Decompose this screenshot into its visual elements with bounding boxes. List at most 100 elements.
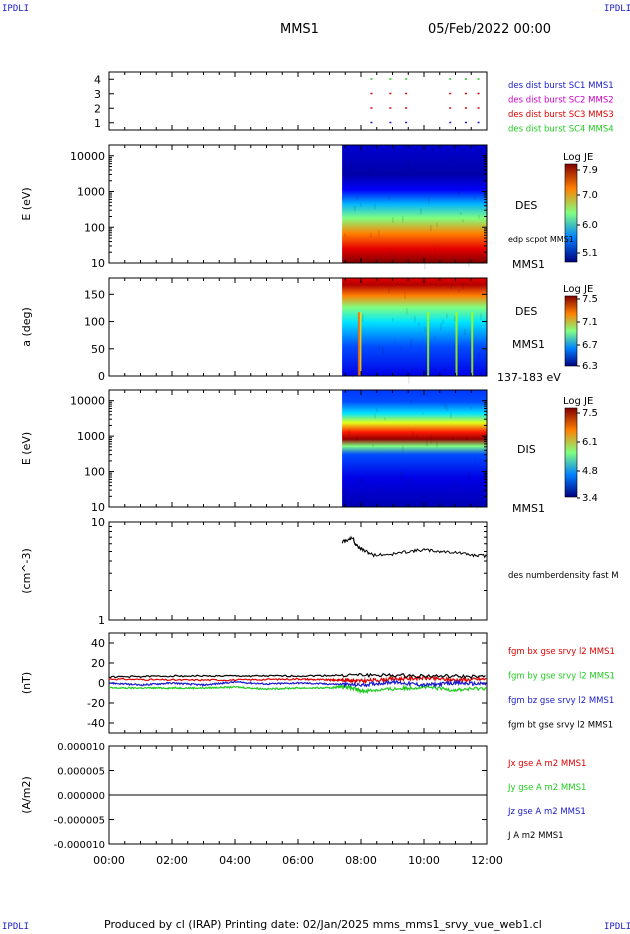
y-tick-label: 10 <box>91 516 105 529</box>
legend-entry: des dist burst SC4 MMS4 <box>508 125 614 135</box>
spectrogram-texture <box>402 445 404 452</box>
y-tick-label: 10 <box>91 501 105 514</box>
y-tick-label: 100 <box>84 221 105 234</box>
pitch-streak <box>455 312 458 376</box>
burst-marker <box>449 78 452 80</box>
spectrogram-texture <box>368 168 370 172</box>
x-tick-label: 12:00 <box>471 854 503 867</box>
spectrogram-texture <box>436 222 438 227</box>
y-axis-label: (nT) <box>20 672 33 694</box>
spectrogram-texture <box>400 471 402 480</box>
legend-entry: fgm by gse srvy l2 MMS1 <box>508 672 615 682</box>
spectrogram-texture <box>440 322 442 331</box>
y-tick-label: 2 <box>94 102 101 115</box>
colorbar-tick-label: 7.1 <box>582 317 598 328</box>
footer-credits: Produced by cl (IRAP) Printing date: 02/… <box>104 918 542 931</box>
spectrogram-texture <box>408 375 410 384</box>
colorbar-tick-label: 6.0 <box>582 220 598 231</box>
spectrogram-texture <box>434 246 436 250</box>
burst-marker <box>370 78 373 80</box>
panel-label-des: DES <box>515 305 537 318</box>
colorbar-tick-label: 7.9 <box>582 165 598 176</box>
burst-marker <box>477 107 480 109</box>
colorbar <box>564 407 578 498</box>
spectrogram-texture <box>442 320 444 325</box>
y-tick-label: 0.000010 <box>57 742 105 753</box>
spectrogram-texture <box>356 196 358 200</box>
spectrogram-texture <box>428 198 430 205</box>
y-tick-label: 1 <box>94 117 101 130</box>
spectrogram-texture <box>476 506 478 510</box>
spectrogram-texture <box>388 196 390 201</box>
spectrogram-texture <box>392 318 394 322</box>
panel-label-energy-range: 137-183 eV <box>497 371 561 384</box>
y-axis-label: (cm^-3) <box>20 548 33 594</box>
bfield-series-line <box>108 678 487 689</box>
burst-marker <box>389 121 392 124</box>
panel-label-mms1: MMS1 <box>512 338 545 351</box>
bfield-series-line <box>108 674 487 685</box>
spectrogram-texture <box>434 336 436 340</box>
spectrogram-texture <box>438 498 440 505</box>
spectrogram-des_energy <box>342 145 488 270</box>
spectrogram-texture <box>432 145 434 153</box>
spectrogram-texture <box>424 261 426 270</box>
spectrogram-texture <box>466 436 468 441</box>
spectrogram-texture <box>444 368 446 371</box>
spectrogram-texture <box>450 411 452 419</box>
pitch-streak <box>359 312 362 376</box>
colorbar-tick-label: 4.8 <box>582 466 598 477</box>
spectrogram-texture <box>478 499 480 506</box>
y-tick-label: 10000 <box>70 150 105 163</box>
spectrogram-texture <box>374 204 376 210</box>
spectrogram-texture <box>462 219 464 223</box>
spectrogram-texture <box>478 214 480 220</box>
burst-marker <box>464 78 467 80</box>
burst-marker <box>464 92 467 95</box>
spectrogram-texture <box>356 435 358 442</box>
spectrogram-texture <box>382 487 384 491</box>
spectrogram-texture <box>454 483 456 491</box>
spectrogram-texture <box>414 504 416 508</box>
spectrogram-texture <box>406 308 408 315</box>
x-tick-label: 08:00 <box>345 854 377 867</box>
spectrogram-texture <box>382 347 384 355</box>
legend-entry: des numberdensity fast M <box>508 571 619 581</box>
y-tick-label: -0.000010 <box>54 840 105 851</box>
spectrogram-texture <box>460 348 462 352</box>
y-tick-label: 150 <box>84 288 105 301</box>
y-tick-label: 100 <box>84 466 105 479</box>
y-tick-label: 1000 <box>77 186 105 199</box>
spectrogram-texture <box>480 313 482 321</box>
density-frame <box>108 521 488 621</box>
colorbar-tick-label: 6.1 <box>582 437 598 448</box>
y-tick-label: -40 <box>87 717 105 730</box>
corner-label-bottom-right: IPDLI <box>604 922 630 932</box>
colorbar-tick-label: 7.5 <box>582 408 598 419</box>
y-tick-label: 0 <box>98 677 105 690</box>
spacecraft-title: MMS1 <box>280 22 319 37</box>
spectrogram-texture <box>452 436 454 441</box>
spectrogram-texture <box>418 322 420 326</box>
spectrogram-texture <box>392 216 394 223</box>
corner-label-top-left: IPDLI <box>2 4 30 14</box>
burst-marker <box>405 78 408 80</box>
spectrogram-texture <box>374 413 376 419</box>
spectrogram-texture <box>400 346 402 350</box>
burst-marker <box>389 78 392 80</box>
y-axis-label: E (eV) <box>20 432 33 465</box>
spectrogram-texture <box>344 497 346 503</box>
burst-marker <box>389 92 392 95</box>
spectrogram-texture <box>404 292 406 300</box>
colorbar <box>564 163 578 263</box>
spectrogram-texture <box>430 435 432 443</box>
x-tick-label: 04:00 <box>219 854 251 867</box>
spectrogram-texture <box>436 440 438 448</box>
colorbar-tick-label: 5.1 <box>582 248 598 259</box>
pitch-streak <box>471 312 474 376</box>
spectrogram-texture <box>458 289 460 293</box>
colorbar-tick-label: 6.7 <box>582 340 598 351</box>
y-tick-label: 3 <box>94 88 101 101</box>
spectrogram-texture <box>414 315 416 323</box>
